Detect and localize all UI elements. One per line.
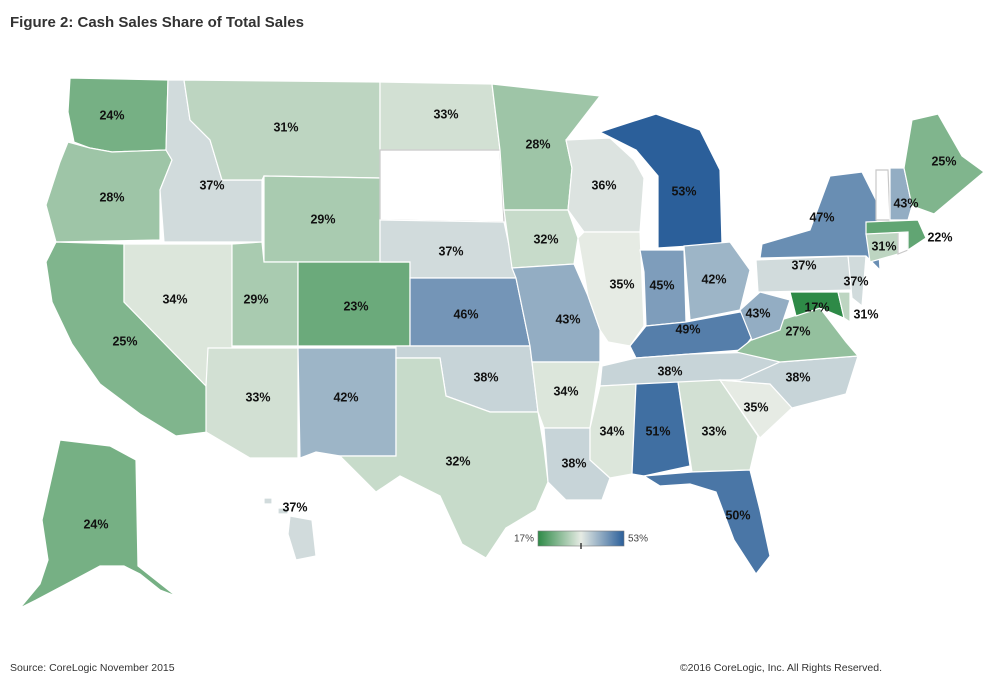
state-fl: [642, 469, 771, 576]
states-layer: [19, 77, 985, 609]
state-label-id: 37%: [199, 178, 224, 192]
state-ny: [759, 171, 881, 272]
state-label-az: 33%: [245, 390, 270, 404]
state-me: [903, 113, 985, 215]
state-label-mt: 31%: [273, 120, 298, 134]
state-label-mi: 53%: [671, 184, 696, 198]
state-label-tx: 32%: [445, 454, 470, 468]
state-label-ne: 37%: [438, 244, 463, 258]
state-wv: [739, 291, 791, 341]
state-md: [789, 291, 845, 320]
legend-max-label: 53%: [628, 534, 648, 545]
state-label-nj: 37%: [843, 274, 868, 288]
state-label-de: 31%: [853, 307, 878, 321]
state-oh: [683, 241, 751, 321]
state-label-ky: 49%: [675, 322, 700, 336]
state-label-wi: 36%: [591, 178, 616, 192]
state-label-hi: 37%: [282, 500, 307, 514]
state-label-ny: 47%: [809, 210, 834, 224]
copyright-note: ©2016 CoreLogic, Inc. All Rights Reserve…: [679, 662, 882, 674]
state-label-nc: 38%: [785, 370, 810, 384]
state-al: [631, 381, 691, 477]
map-title: Figure 2: Cash Sales Share of Total Sale…: [10, 14, 304, 31]
state-label-ct: 31%: [871, 239, 896, 253]
state-label-or: 28%: [99, 190, 124, 204]
state-label-ut: 29%: [243, 292, 268, 306]
state-label-oh: 42%: [701, 272, 726, 286]
source-note: Source: CoreLogic November 2015: [10, 662, 175, 674]
state-label-nm: 42%: [333, 390, 358, 404]
state-label-co: 23%: [343, 299, 368, 313]
state-label-mn: 28%: [525, 137, 550, 151]
state-label-la: 38%: [561, 456, 586, 470]
state-ma: [865, 219, 927, 252]
state-hi: [263, 497, 317, 561]
state-label-nv: 34%: [162, 292, 187, 306]
state-label-wa: 24%: [99, 108, 124, 122]
state-label-ca: 25%: [112, 334, 137, 348]
state-label-al: 51%: [645, 424, 670, 438]
state-label-wy: 29%: [310, 212, 335, 226]
state-de: [837, 291, 851, 324]
state-label-ia: 32%: [533, 232, 558, 246]
state-ia: [503, 209, 579, 269]
state-label-ma: 22%: [927, 230, 952, 244]
state-label-ok: 38%: [473, 370, 498, 384]
state-label-ar: 34%: [553, 384, 578, 398]
state-label-sc: 35%: [743, 400, 768, 414]
state-label-ga: 33%: [701, 424, 726, 438]
state-label-ms: 34%: [599, 424, 624, 438]
state-ak: [19, 439, 177, 609]
state-label-ak: 24%: [83, 517, 108, 531]
state-sd: [379, 149, 505, 223]
state-label-nd: 33%: [433, 107, 458, 121]
state-label-in: 45%: [649, 278, 674, 292]
state-ga: [677, 379, 759, 473]
state-label-ks: 46%: [453, 307, 478, 321]
legend: 17% 53%: [514, 530, 648, 549]
state-label-il: 35%: [609, 277, 634, 291]
state-label-me: 25%: [931, 154, 956, 168]
state-label-wv: 43%: [745, 306, 770, 320]
state-label-fl: 50%: [725, 508, 750, 522]
state-ri: [897, 231, 909, 255]
state-il: [577, 231, 645, 347]
state-label-tn: 38%: [657, 364, 682, 378]
legend-min-label: 17%: [514, 534, 534, 545]
state-label-nh: 43%: [893, 196, 918, 210]
state-vt: [875, 169, 891, 221]
state-labels-layer: 24% 28% 25% 37% 34% 31% 29% 29% 33% 23% 42% 33% 37% 4…: [83, 107, 956, 531]
state-label-md: 17%: [804, 300, 829, 314]
state-label-pa: 37%: [791, 258, 816, 272]
state-label-mo: 43%: [555, 312, 580, 326]
state-label-va: 27%: [785, 324, 810, 338]
